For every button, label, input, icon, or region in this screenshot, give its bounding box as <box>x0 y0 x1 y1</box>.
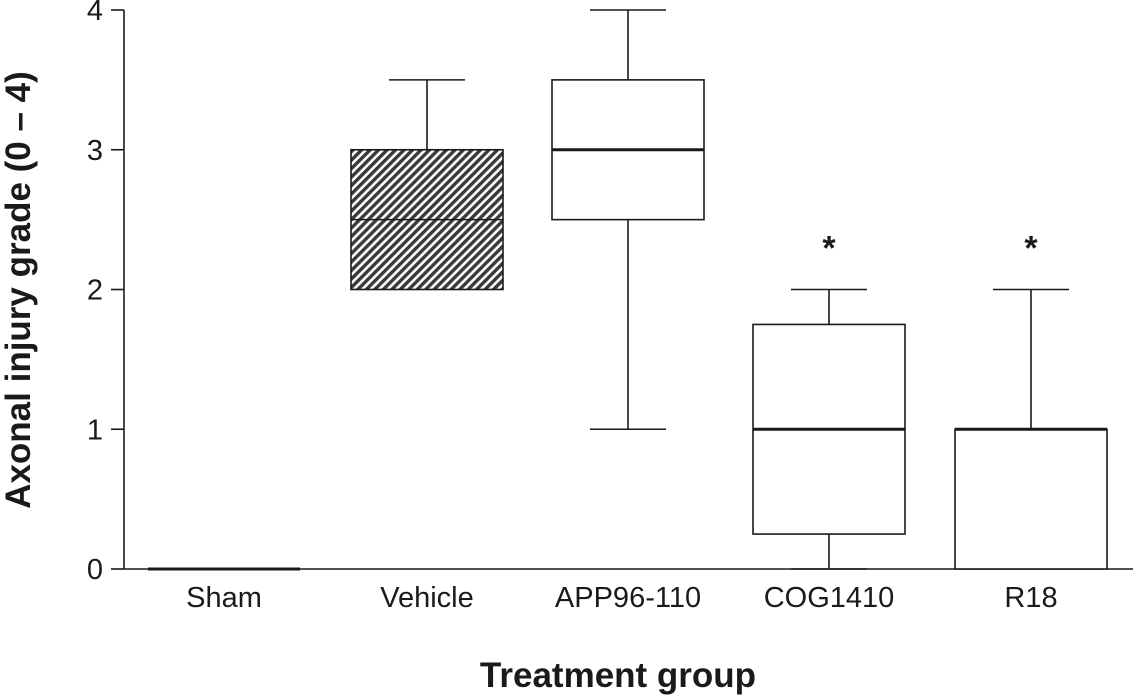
x-tick-label: Sham <box>186 582 262 614</box>
y-tick-label: 3 <box>87 135 103 167</box>
box-r18: * <box>954 230 1108 570</box>
x-tick-label: R18 <box>1004 582 1057 614</box>
y-axis-title: Axonal injury grade (0 – 4) <box>0 71 38 509</box>
box-cog1410: * <box>752 230 906 570</box>
x-tick-label: COG1410 <box>764 582 895 614</box>
y-tick-label: 4 <box>87 0 103 27</box>
boxes-layer: * * <box>148 9 1108 571</box>
significance-marker: * <box>822 230 836 268</box>
interquartile-box <box>954 428 1108 570</box>
x-tick-label: Vehicle <box>380 582 474 614</box>
box-vehicle <box>350 79 504 291</box>
y-tick-label: 2 <box>87 275 103 307</box>
y-tick-label: 1 <box>87 414 103 446</box>
x-tick-label: APP96-110 <box>555 582 701 614</box>
box-app96-110 <box>551 9 705 431</box>
significance-marker: * <box>1024 230 1038 268</box>
y-axis-ticks: 0 1 2 3 4 <box>87 0 124 586</box>
y-tick-label: 0 <box>87 554 103 586</box>
x-axis-title: Treatment group <box>480 656 756 695</box>
x-axis-tick-labels: Sham Vehicle APP96-110 COG1410 R18 <box>186 582 1057 614</box>
